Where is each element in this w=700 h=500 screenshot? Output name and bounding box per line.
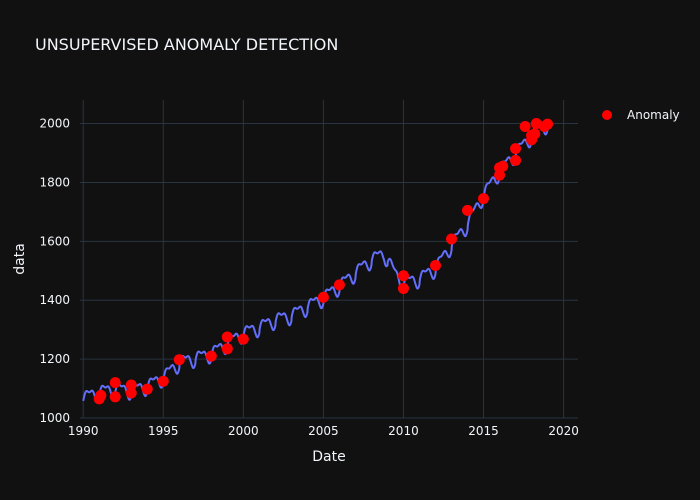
anomaly-point[interactable] — [462, 204, 474, 216]
y-tick-label: 1600 — [39, 234, 70, 248]
grid-lines — [80, 100, 578, 419]
x-tick-label: 1995 — [148, 424, 179, 438]
anomaly-point[interactable] — [173, 354, 185, 366]
anomaly-point[interactable] — [519, 121, 531, 132]
legend-anomaly-marker — [602, 110, 612, 120]
anomaly-point[interactable] — [510, 143, 522, 155]
anomaly-point[interactable] — [221, 331, 233, 343]
y-tick-label: 1200 — [39, 352, 70, 366]
anomaly-point[interactable] — [397, 282, 409, 294]
anomaly-point[interactable] — [497, 160, 509, 172]
anomaly-point[interactable] — [333, 279, 345, 291]
anomaly-point[interactable] — [205, 350, 217, 362]
y-tick-label: 1000 — [39, 411, 70, 425]
anomaly-point[interactable] — [157, 375, 169, 387]
legend-anomaly-label: Anomaly — [627, 108, 680, 122]
legend[interactable]: Anomaly — [602, 108, 680, 122]
y-tick-label: 1400 — [39, 293, 70, 307]
anomaly-point[interactable] — [125, 379, 137, 391]
anomaly-point[interactable] — [109, 377, 121, 389]
anomaly-point[interactable] — [542, 118, 554, 130]
chart-title: UNSUPERVISED ANOMALY DETECTION — [35, 35, 338, 54]
x-tick-label: 2010 — [388, 424, 419, 438]
anomaly-point[interactable] — [141, 383, 153, 395]
anomaly-point[interactable] — [317, 291, 329, 303]
x-axis-title: Date — [312, 449, 345, 465]
anomaly-point[interactable] — [237, 333, 249, 345]
anomaly-point[interactable] — [125, 387, 137, 399]
y-axis-title: data — [12, 243, 28, 275]
y-axis-ticks: 1000 1200 1400 1600 1800 2000 — [39, 117, 70, 425]
x-axis-ticks: 1990 1995 2000 2005 2010 2015 2020 — [68, 424, 579, 438]
x-tick-label: 2020 — [548, 424, 579, 438]
anomaly-point[interactable] — [397, 270, 409, 282]
anomaly-point[interactable] — [478, 193, 490, 205]
anomaly-point[interactable] — [445, 233, 457, 245]
anomaly-point[interactable] — [221, 343, 233, 355]
anomaly-point[interactable] — [95, 389, 107, 401]
y-tick-label: 1800 — [39, 175, 70, 189]
anomaly-point[interactable] — [109, 391, 121, 403]
x-tick-label: 2000 — [228, 424, 259, 438]
anomaly-point[interactable] — [510, 154, 522, 166]
x-tick-label: 1990 — [68, 424, 99, 438]
anomaly-point[interactable] — [429, 259, 441, 271]
plot-area — [82, 118, 554, 405]
x-tick-label: 2015 — [468, 424, 499, 438]
y-tick-label: 2000 — [39, 117, 70, 131]
anomaly-point[interactable] — [529, 128, 541, 140]
x-tick-label: 2005 — [308, 424, 339, 438]
